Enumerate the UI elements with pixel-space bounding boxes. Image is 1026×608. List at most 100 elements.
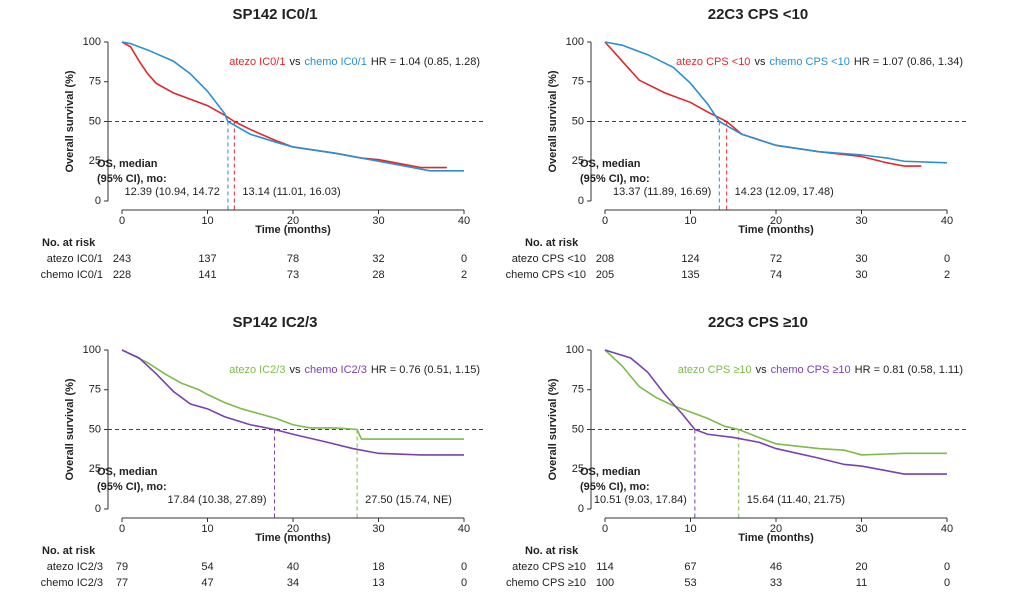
survival-curve [121,349,464,456]
x-tick-label: 30 [855,215,867,227]
x-tick-label: 30 [372,523,384,535]
risk-heading: No. at risk [525,237,579,249]
legend-text: vs [756,364,768,376]
risk-count: 34 [287,577,299,589]
y-tick-label: 75 [89,76,101,88]
x-tick-label: 0 [119,523,125,535]
median-heading: OS, median [97,158,158,170]
risk-count: 100 [596,577,614,589]
median-label: 15.64 (11.40, 21.75) [747,494,845,506]
risk-heading: No. at risk [42,237,96,249]
risk-row-label: atezo CPS ≥10 [512,561,586,573]
x-tick-label: 40 [458,523,470,535]
legend-entry: chemo CPS ≥10 [771,364,851,376]
risk-count: 74 [770,269,782,281]
chart-title: 22C3 CPS ≥10 [708,314,808,331]
legend: atezo CPS ≥10 vs chemo CPS ≥10 HR = 0.81 (0… [678,364,963,376]
x-tick-label: 40 [458,215,470,227]
legend: atezo IC2/3 vs chemo IC2/3 HR = 0.76 (0.51,… [229,364,480,376]
risk-count: 0 [461,253,467,265]
median-heading: (95% CI), mo: [580,481,650,493]
legend-entry: atezo CPS <10 [676,56,750,68]
risk-count: 46 [770,561,782,573]
legend-entry: chemo IC0/1 [304,56,366,68]
risk-count: 28 [372,269,384,281]
y-axis-label: Overall survival (%) [64,378,76,480]
legend: atezo CPS <10 vs chemo CPS <10 HR = 1.07 (0… [676,56,963,68]
median-label: 17.84 (10.38, 27.89) [167,494,266,506]
x-tick-label: 40 [941,215,953,227]
median-label: 13.37 (11.89, 16.69) [613,186,711,198]
median-label: 12.39 (10.94, 14.72 [125,186,220,198]
risk-count: 2 [944,269,950,281]
risk-row-label: chemo CPS ≥10 [506,577,586,589]
x-tick-label: 20 [287,523,299,535]
survival-curve [604,41,948,164]
risk-count: 243 [113,253,131,265]
risk-count: 0 [944,577,950,589]
median-label: 14.23 (12.09, 17.48) [735,186,834,198]
median-heading: OS, median [97,466,158,478]
risk-count: 0 [461,561,467,573]
hazard-ratio: HR = 1.04 (0.85, 1.28) [371,56,480,68]
risk-count: 114 [596,561,614,573]
y-tick-label: 25 [89,155,101,167]
y-tick-label: 25 [572,155,584,167]
x-tick-label: 30 [372,215,384,227]
median-heading: (95% CI), mo: [97,173,167,185]
risk-count: 67 [684,561,696,573]
survival-curve [121,41,464,172]
legend: atezo IC0/1 vs chemo IC0/1 HR = 1.04 (0.85,… [229,56,480,68]
risk-count: 0 [944,253,950,265]
risk-row-label: chemo IC2/3 [41,577,103,589]
x-tick-label: 10 [684,215,696,227]
y-tick-label: 75 [572,76,584,88]
legend-entry: atezo IC0/1 [229,56,285,68]
x-tick-label: 20 [770,215,782,227]
y-tick-label: 25 [572,463,584,475]
risk-count: 79 [116,561,128,573]
risk-count: 77 [116,577,128,589]
median-label: 27.50 (15.74, NE) [365,494,452,506]
y-tick-label: 0 [578,195,584,207]
y-axis-label: Overall survival (%) [547,378,559,480]
risk-count: 141 [198,269,216,281]
risk-row-label: atezo IC0/1 [47,253,103,265]
y-tick-label: 100 [566,36,584,48]
x-tick-label: 40 [941,523,953,535]
risk-row-label: atezo CPS <10 [512,253,586,265]
y-tick-label: 0 [578,503,584,515]
risk-count: 30 [855,269,867,281]
risk-count: 13 [372,577,384,589]
risk-count: 30 [855,253,867,265]
legend-text: vs [289,56,301,68]
risk-heading: No. at risk [42,545,96,557]
legend-text: vs [754,56,766,68]
x-tick-label: 0 [602,215,608,227]
y-tick-label: 100 [83,36,101,48]
survival-curve [604,349,947,456]
median-heading: (95% CI), mo: [580,173,650,185]
y-tick-label: 75 [89,384,101,396]
legend-text: vs [289,364,301,376]
risk-count: 228 [113,269,131,281]
risk-count: 205 [596,269,614,281]
x-tick-label: 0 [119,215,125,227]
risk-count: 11 [856,577,867,589]
x-tick-label: 10 [201,215,213,227]
risk-count: 18 [372,561,384,573]
median-heading: (95% CI), mo: [97,481,167,493]
x-tick-label: 10 [684,523,696,535]
risk-count: 2 [461,269,467,281]
chart-title: SP142 IC0/1 [232,6,317,23]
legend-entry: chemo CPS <10 [769,56,849,68]
y-tick-label: 100 [566,344,584,356]
x-axis-label: Time (months) [738,532,814,544]
risk-count: 0 [461,577,467,589]
risk-count: 32 [372,253,384,265]
legend-entry: atezo IC2/3 [229,364,285,376]
risk-count: 73 [287,269,299,281]
legend-entry: atezo CPS ≥10 [678,364,752,376]
y-tick-label: 25 [89,463,101,475]
